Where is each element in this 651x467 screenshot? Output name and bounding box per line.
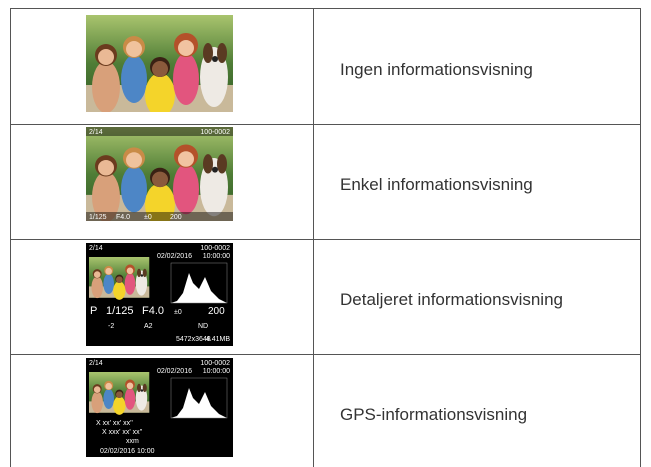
screen-text: 02/02/2016	[157, 253, 192, 260]
screen-text: 02/02/2016 10:00	[100, 448, 155, 455]
label: Enkel informationsvisning	[340, 175, 533, 194]
screen-detail: 2/14 100-0002 02/02/2016 10:00:00 P 1/12…	[86, 243, 233, 346]
rule	[10, 239, 641, 240]
label: Detaljeret informationsvisning	[340, 290, 563, 309]
screen-text: -2	[108, 323, 114, 330]
screen-text: 1/125	[89, 214, 107, 221]
screen-text: 100-0002	[200, 129, 230, 136]
screen-text: 1/125	[106, 305, 134, 317]
screen-text: 4.41MB	[206, 336, 230, 343]
screen-text: ND	[198, 323, 208, 330]
photo	[86, 15, 233, 112]
screen-text: 100-0002	[200, 360, 230, 367]
screen-text: 10:00:00	[203, 368, 230, 375]
screen-text: 200	[208, 306, 225, 317]
screen-text: X xx' xx' xx''	[96, 420, 133, 427]
screen-text: A2	[144, 323, 153, 330]
screen-text: 10:00:00	[203, 253, 230, 260]
label: Ingen informationsvisning	[340, 60, 533, 79]
rule	[10, 8, 11, 467]
rule	[10, 354, 641, 355]
label: GPS-informationsvisning	[340, 405, 528, 424]
screen-text: ±0	[144, 214, 152, 221]
screen-gps: 2/14 100-0002 02/02/2016 10:00:00 X xx' …	[86, 358, 233, 457]
screen-text: X xxx' xx' xx''	[102, 429, 142, 436]
screen-text: 2/14	[89, 245, 103, 252]
screen-text: 2/14	[89, 129, 103, 136]
screen-text: 02/02/2016	[157, 368, 192, 375]
screen-text: P	[90, 305, 97, 317]
screen-text: 200	[170, 214, 182, 221]
screen-text: ±0	[174, 309, 182, 316]
screen-text: F4.0	[116, 214, 130, 221]
screen-text: 100-0002	[200, 245, 230, 252]
screen-text: F4.0	[142, 305, 164, 317]
rule	[640, 8, 641, 467]
rule	[313, 8, 314, 467]
rule	[10, 8, 641, 9]
screen-text: xxm	[126, 438, 139, 445]
screen-simple: 2/14 100-0002 1/125 F4.0 ±0 200	[86, 127, 233, 221]
rule	[10, 124, 641, 125]
screen-text: 5472x3648	[176, 336, 211, 343]
screen-text: 2/14	[89, 360, 103, 367]
